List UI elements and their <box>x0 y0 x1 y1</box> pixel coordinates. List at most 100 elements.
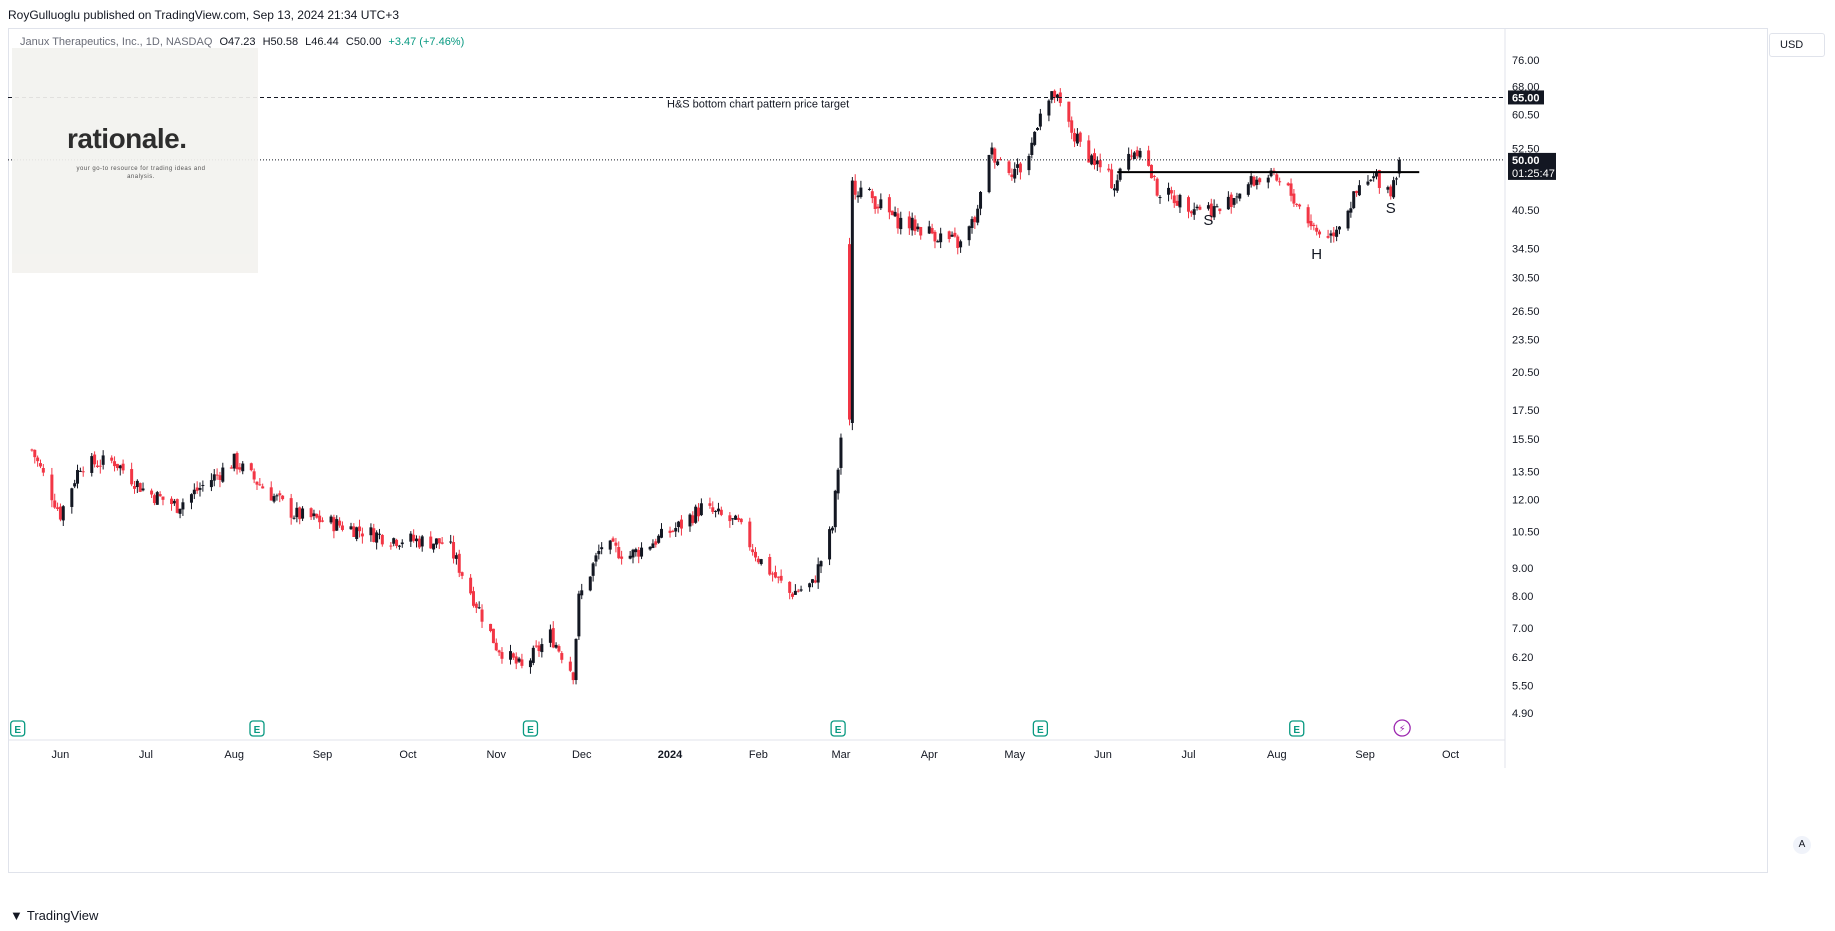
candle-body <box>748 521 752 548</box>
candle-body <box>209 480 213 488</box>
candle-body <box>1178 194 1182 208</box>
candle-body <box>195 487 199 491</box>
candle-body <box>628 555 632 559</box>
auto-scale-button[interactable]: A <box>1793 836 1811 854</box>
candle-body <box>594 555 598 562</box>
y-tick-label: 9.00 <box>1512 563 1533 575</box>
earnings-marker-label: E <box>254 725 261 736</box>
candle-body <box>1135 150 1139 157</box>
chart-container[interactable]: 76.0068.0060.5052.5047.5040.5034.5030.50… <box>8 28 1835 904</box>
y-tick-label: 30.50 <box>1512 273 1540 285</box>
candle-body <box>318 515 322 523</box>
candle-body <box>98 465 102 467</box>
candle-body <box>509 651 513 660</box>
x-tick-label: Oct <box>1442 749 1459 761</box>
candle-body <box>893 211 897 217</box>
candle-body <box>554 644 558 648</box>
candle-body <box>474 603 478 608</box>
candle-body <box>412 534 416 541</box>
candle-body <box>101 455 105 465</box>
candle-body <box>395 539 399 546</box>
candle-body <box>1095 160 1099 165</box>
candle-body <box>1018 163 1022 173</box>
candle-body <box>1110 169 1114 189</box>
candle-body <box>113 461 117 467</box>
candle-body <box>1189 211 1193 214</box>
candle-body <box>1075 133 1079 144</box>
candle-body <box>939 233 943 243</box>
candle-body <box>779 575 783 581</box>
candle-body <box>853 180 857 195</box>
ohlc-change: +3.47 (+7.46%) <box>388 36 465 48</box>
candle-body <box>1372 176 1376 179</box>
candle-body <box>577 593 581 637</box>
candle-body <box>440 542 444 544</box>
candle-body <box>212 474 216 481</box>
candle-body <box>867 188 871 190</box>
candle-body <box>255 481 259 485</box>
candle-body <box>907 216 911 229</box>
y-tick-label: 13.50 <box>1512 467 1540 479</box>
candle-body <box>121 463 125 471</box>
candle-body <box>480 609 484 622</box>
candle-body <box>315 513 319 518</box>
candle-body <box>1386 187 1390 190</box>
candle-body <box>1366 181 1370 185</box>
x-tick-label: Feb <box>749 749 768 761</box>
candle-body <box>232 453 236 469</box>
candle-body <box>657 535 661 543</box>
candle-body <box>1266 177 1270 183</box>
candle-body <box>848 244 852 420</box>
currency-selector[interactable]: USD <box>1769 33 1825 57</box>
candle-body <box>1209 203 1213 217</box>
y-tick-label: 20.50 <box>1512 367 1540 379</box>
candle-body <box>30 449 34 451</box>
chart-frame <box>8 28 1768 873</box>
candle-body <box>537 645 541 652</box>
candle-body <box>41 468 45 473</box>
candle-body <box>788 581 792 593</box>
x-tick-label: Aug <box>1267 749 1287 761</box>
earnings-marker-label: E <box>527 725 534 736</box>
candle-body <box>312 513 316 517</box>
price-chart[interactable]: 76.0068.0060.5052.5047.5040.5034.5030.50… <box>8 28 1835 904</box>
candle-body <box>477 607 481 609</box>
candle-body <box>1158 197 1162 199</box>
y-tick-label: 40.50 <box>1512 205 1540 217</box>
candle-body <box>335 519 339 531</box>
candle-body <box>1175 200 1179 206</box>
candle-body <box>950 234 954 237</box>
candle-body <box>719 509 723 515</box>
candle-body <box>469 577 473 594</box>
candle-body <box>1010 174 1014 178</box>
candle-body <box>38 463 42 467</box>
candle-body <box>170 498 174 505</box>
candle-body <box>688 514 692 527</box>
candle-body <box>776 576 780 578</box>
candle-body <box>115 463 119 469</box>
candle-body <box>1232 198 1236 205</box>
candle-body <box>799 589 803 591</box>
candle-body <box>1198 206 1202 210</box>
candle-body <box>152 495 156 504</box>
candle-body <box>1007 161 1011 174</box>
y-tick-label: 52.50 <box>1512 143 1540 155</box>
candle-body <box>340 525 344 530</box>
candle-body <box>1112 188 1116 191</box>
candle-body <box>1127 153 1131 170</box>
candle-body <box>338 520 342 526</box>
candle-body <box>295 507 299 518</box>
candle-body <box>437 538 441 544</box>
candle-body <box>947 231 951 240</box>
candle-body <box>830 527 834 531</box>
candle-body <box>916 226 920 230</box>
candle-body <box>1226 196 1230 210</box>
candle-body <box>611 538 615 542</box>
candle-body <box>691 515 695 524</box>
candle-body <box>118 465 122 469</box>
candle-body <box>420 536 424 547</box>
tradingview-footer: ▼ TradingView <box>10 908 98 923</box>
candle-body <box>1055 94 1059 98</box>
candle-body <box>551 628 555 648</box>
candle-body <box>332 517 336 532</box>
